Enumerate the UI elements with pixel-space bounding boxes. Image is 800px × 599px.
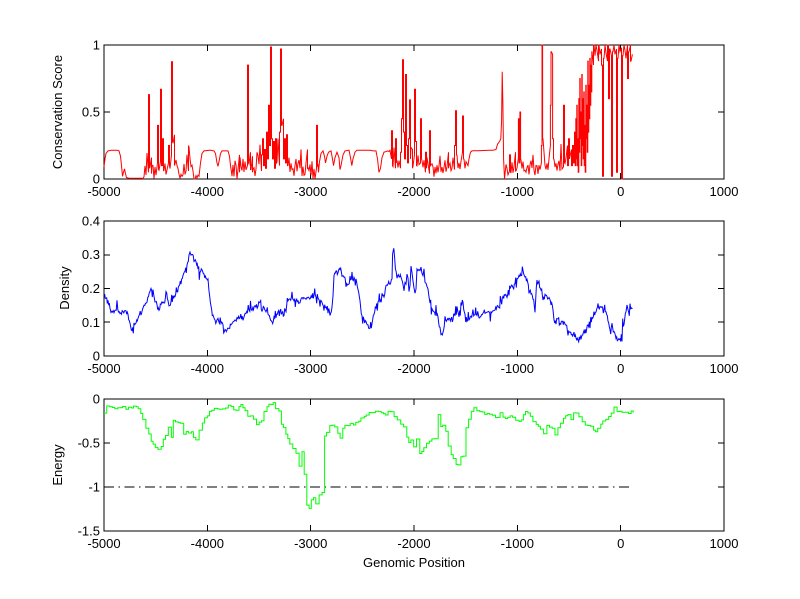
svg-text:0.2: 0.2 <box>82 281 100 296</box>
svg-text:0: 0 <box>93 172 100 187</box>
svg-text:-5000: -5000 <box>87 536 120 551</box>
svg-text:0.3: 0.3 <box>82 247 100 262</box>
svg-text:Conservation Score: Conservation Score <box>50 55 65 169</box>
svg-text:-1000: -1000 <box>501 536 534 551</box>
svg-text:-0.5: -0.5 <box>78 436 100 451</box>
svg-text:-1000: -1000 <box>501 361 534 376</box>
svg-text:-4000: -4000 <box>191 361 224 376</box>
svg-text:0: 0 <box>93 349 100 364</box>
svg-text:-1000: -1000 <box>501 184 534 199</box>
svg-text:-5000: -5000 <box>87 361 120 376</box>
svg-text:Density: Density <box>57 266 72 310</box>
svg-text:1: 1 <box>93 38 100 53</box>
svg-text:1000: 1000 <box>710 361 739 376</box>
svg-text:-3000: -3000 <box>294 184 327 199</box>
svg-text:1000: 1000 <box>710 536 739 551</box>
svg-text:0.5: 0.5 <box>82 105 100 120</box>
svg-text:1000: 1000 <box>710 184 739 199</box>
svg-text:0.4: 0.4 <box>82 214 100 229</box>
svg-text:-2000: -2000 <box>397 536 430 551</box>
svg-text:-1.5: -1.5 <box>78 524 100 539</box>
svg-text:-1: -1 <box>88 480 100 495</box>
svg-text:Genomic Position: Genomic Position <box>363 555 465 570</box>
svg-text:-4000: -4000 <box>191 184 224 199</box>
svg-text:-2000: -2000 <box>397 361 430 376</box>
svg-text:-5000: -5000 <box>87 184 120 199</box>
svg-text:-2000: -2000 <box>397 184 430 199</box>
svg-text:0: 0 <box>617 361 624 376</box>
svg-text:-3000: -3000 <box>294 536 327 551</box>
svg-text:-4000: -4000 <box>191 536 224 551</box>
svg-text:-3000: -3000 <box>294 361 327 376</box>
svg-text:0.1: 0.1 <box>82 315 100 330</box>
svg-text:Energy: Energy <box>50 444 65 486</box>
svg-text:0: 0 <box>93 392 100 407</box>
svg-text:0: 0 <box>617 536 624 551</box>
svg-text:0: 0 <box>617 184 624 199</box>
